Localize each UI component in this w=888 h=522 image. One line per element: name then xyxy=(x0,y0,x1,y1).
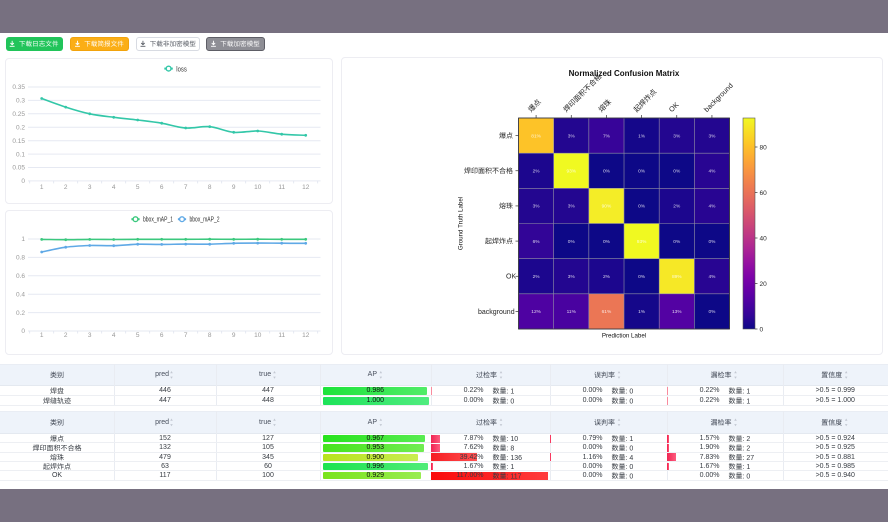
svg-text:1: 1 xyxy=(21,236,25,243)
svg-text:6: 6 xyxy=(159,184,163,191)
svg-text:12: 12 xyxy=(302,184,310,191)
svg-text:loss: loss xyxy=(176,66,187,73)
svg-text:11: 11 xyxy=(278,332,285,339)
svg-text:0%: 0% xyxy=(708,239,716,245)
svg-text:0.1: 0.1 xyxy=(15,151,24,158)
svg-text:Prediction Label: Prediction Label xyxy=(602,333,646,340)
svg-text:0: 0 xyxy=(21,178,25,185)
svg-text:93%: 93% xyxy=(637,239,647,245)
svg-text:0%: 0% xyxy=(603,239,611,245)
svg-text:9: 9 xyxy=(231,332,235,339)
svg-text:93%: 93% xyxy=(566,168,576,174)
svg-text:0%: 0% xyxy=(673,239,681,245)
svg-text:2: 2 xyxy=(63,184,67,191)
svg-text:60: 60 xyxy=(760,190,768,197)
svg-text:7: 7 xyxy=(183,332,187,339)
svg-text:Ground Truth Label: Ground Truth Label xyxy=(458,197,465,250)
svg-text:61%: 61% xyxy=(602,309,612,315)
svg-text:3%: 3% xyxy=(673,133,681,139)
svg-text:80: 80 xyxy=(760,144,768,151)
svg-text:5: 5 xyxy=(135,184,139,191)
svg-text:2%: 2% xyxy=(533,168,541,174)
svg-text:5: 5 xyxy=(135,332,139,339)
svg-text:0.2: 0.2 xyxy=(15,124,24,131)
svg-text:0: 0 xyxy=(760,326,764,333)
svg-text:13%: 13% xyxy=(672,309,682,315)
svg-text:40: 40 xyxy=(760,235,768,242)
svg-text:1%: 1% xyxy=(638,133,646,139)
svg-text:0.05: 0.05 xyxy=(12,164,25,171)
svg-text:6: 6 xyxy=(159,332,163,339)
svg-text:2%: 2% xyxy=(603,274,611,280)
svg-text:3%: 3% xyxy=(568,204,576,210)
svg-text:3: 3 xyxy=(87,184,91,191)
svg-text:0%: 0% xyxy=(708,309,716,315)
svg-text:10: 10 xyxy=(254,332,262,339)
svg-text:9: 9 xyxy=(231,184,235,191)
svg-text:0.2: 0.2 xyxy=(15,309,24,316)
svg-text:20: 20 xyxy=(760,281,768,288)
svg-text:1: 1 xyxy=(39,332,43,339)
svg-text:4%: 4% xyxy=(708,168,716,174)
svg-text:0%: 0% xyxy=(568,239,576,245)
svg-text:11%: 11% xyxy=(567,309,577,315)
svg-text:0%: 0% xyxy=(603,168,611,174)
svg-text:3%: 3% xyxy=(533,204,541,210)
svg-text:Normalized Confusion Matrix: Normalized Confusion Matrix xyxy=(569,69,680,78)
svg-text:12%: 12% xyxy=(531,309,541,315)
svg-text:7: 7 xyxy=(183,184,187,191)
svg-text:4: 4 xyxy=(111,332,115,339)
svg-text:3%: 3% xyxy=(708,133,716,139)
svg-text:0.4: 0.4 xyxy=(15,291,24,298)
svg-text:background: background xyxy=(702,81,735,114)
svg-text:0.6: 0.6 xyxy=(15,273,24,280)
svg-text:OK: OK xyxy=(506,274,516,281)
svg-text:8: 8 xyxy=(207,332,211,339)
svg-text:0%: 0% xyxy=(638,168,646,174)
svg-text:bbox_mAP_2: bbox_mAP_2 xyxy=(189,216,219,223)
svg-text:3: 3 xyxy=(87,332,91,339)
svg-text:0.8: 0.8 xyxy=(15,254,24,261)
svg-text:8: 8 xyxy=(207,184,211,191)
svg-text:0.25: 0.25 xyxy=(12,111,25,118)
svg-text:10: 10 xyxy=(254,184,262,191)
svg-text:90%: 90% xyxy=(602,204,612,210)
svg-text:2: 2 xyxy=(63,332,67,339)
svg-text:0%: 0% xyxy=(638,204,646,210)
svg-text:2%: 2% xyxy=(533,274,541,280)
svg-text:11: 11 xyxy=(278,184,285,191)
svg-text:OK: OK xyxy=(667,100,681,114)
svg-text:0.35: 0.35 xyxy=(12,84,25,91)
svg-text:4: 4 xyxy=(111,184,115,191)
svg-text:6%: 6% xyxy=(533,239,541,245)
svg-text:2%: 2% xyxy=(673,204,681,210)
svg-text:7%: 7% xyxy=(603,133,611,139)
svg-text:bbox_mAP_1: bbox_mAP_1 xyxy=(143,216,173,223)
svg-text:3%: 3% xyxy=(568,274,576,280)
svg-text:0%: 0% xyxy=(673,168,681,174)
svg-text:0%: 0% xyxy=(638,274,646,280)
svg-text:1: 1 xyxy=(39,184,43,191)
svg-text:89%: 89% xyxy=(672,274,682,280)
svg-text:4%: 4% xyxy=(708,274,716,280)
svg-text:1%: 1% xyxy=(638,309,646,315)
svg-text:background: background xyxy=(478,309,515,316)
svg-text:0.15: 0.15 xyxy=(12,137,25,144)
svg-text:0.3: 0.3 xyxy=(15,97,24,104)
svg-text:12: 12 xyxy=(302,332,310,339)
svg-text:81%: 81% xyxy=(531,133,541,139)
svg-text:4%: 4% xyxy=(708,204,716,210)
svg-text:3%: 3% xyxy=(568,133,576,139)
svg-text:0: 0 xyxy=(21,328,25,335)
